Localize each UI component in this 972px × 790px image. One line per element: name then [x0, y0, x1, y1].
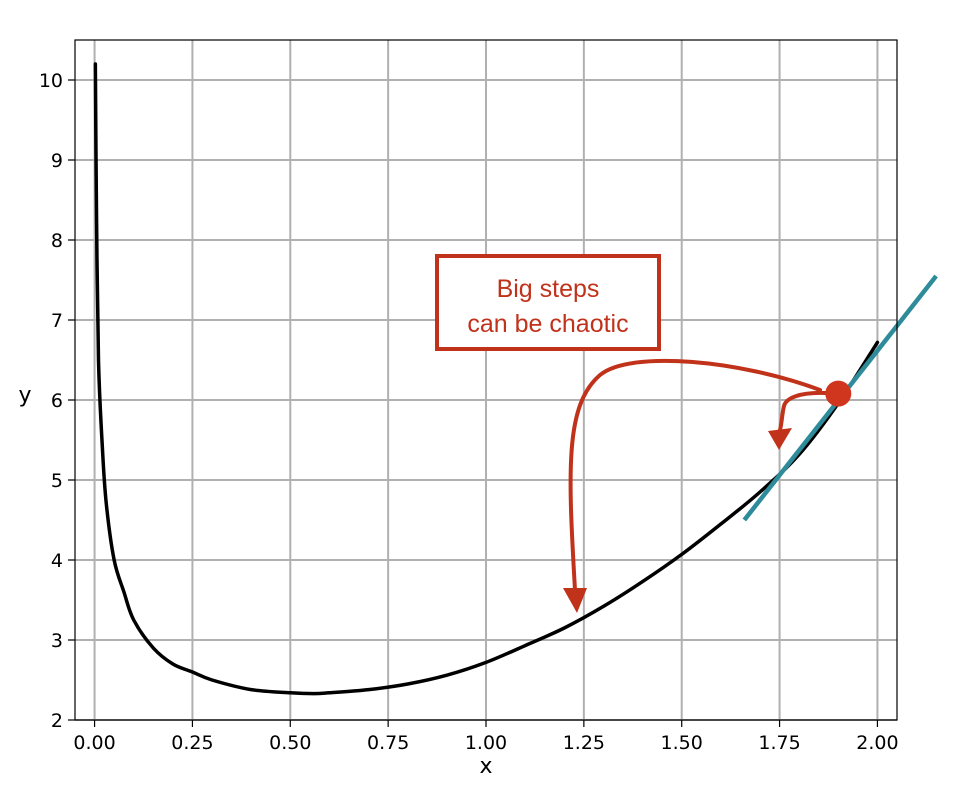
y-tick-label: 5: [51, 470, 63, 492]
annotation-text: Big steps: [497, 275, 600, 303]
x-axis-label: x: [479, 754, 492, 779]
series-line: [93, 62, 880, 696]
y-tick-label: 8: [51, 230, 63, 252]
y-tick-label: 7: [51, 310, 63, 332]
y-tick-label: 9: [51, 150, 63, 172]
annotation-layer: Big steps can be chaotic: [435, 254, 938, 613]
x-tick-label: 2.00: [856, 732, 898, 754]
annotation-text: can be chaotic: [467, 310, 628, 338]
series-layer: [93, 62, 880, 696]
x-tick-label: 0.75: [367, 732, 409, 754]
y-tick-label: 6: [51, 390, 63, 412]
big-step-arrow: [568, 358, 822, 592]
y-tick-label: 10: [39, 70, 63, 92]
x-tick-label: 0.00: [73, 732, 115, 754]
y-tick-label: 4: [51, 550, 63, 572]
big-step-arrowhead: [563, 588, 587, 613]
y-tick-label: 3: [51, 630, 63, 652]
small-step-arrow: [778, 390, 828, 432]
x-tick-label: 0.50: [269, 732, 311, 754]
small-step-arrowhead: [768, 428, 792, 450]
ticks: 0.00 0.25 0.50 0.75 1.00 1.25 1.50 1.75 2.00 2 3 4 5…: [39, 70, 899, 754]
x-tick-label: 1.75: [758, 732, 800, 754]
y-axis-label: y: [18, 383, 31, 408]
annotation-box: [435, 254, 661, 351]
y-tick-label: 2: [51, 710, 63, 732]
x-tick-label: 1.00: [465, 732, 507, 754]
x-tick-label: 0.25: [171, 732, 213, 754]
x-tick-label: 1.25: [563, 732, 605, 754]
x-tick-label: 1.50: [661, 732, 703, 754]
current-point-marker: [825, 380, 852, 407]
grid: [75, 40, 897, 721]
